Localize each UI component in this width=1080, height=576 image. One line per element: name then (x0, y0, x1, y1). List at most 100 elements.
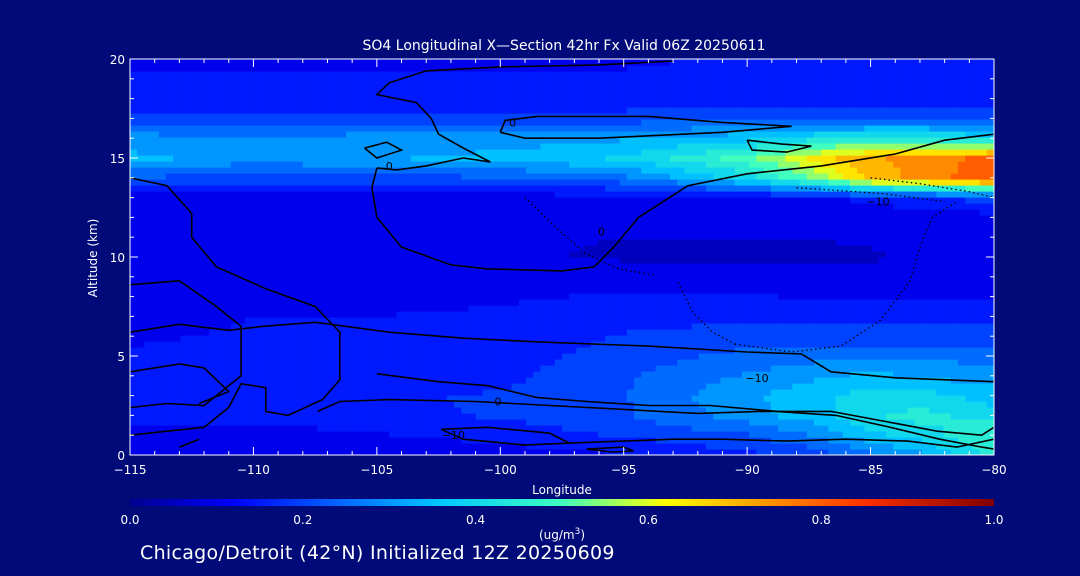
heatmap-cell (180, 413, 189, 420)
heatmap-cell (878, 341, 887, 348)
heatmap-cell (547, 299, 556, 306)
heatmap-cell (367, 317, 376, 324)
heatmap-cell (648, 431, 657, 438)
heatmap-cell (324, 275, 333, 282)
heatmap-cell (245, 365, 253, 372)
heatmap-cell (540, 245, 549, 252)
heatmap-cell (756, 323, 765, 330)
heatmap-cell (612, 401, 621, 408)
heatmap-cell (482, 329, 491, 336)
heatmap-cell (806, 257, 815, 264)
heatmap-cell (821, 401, 829, 408)
heatmap-cell (907, 347, 916, 354)
heatmap-cell (518, 257, 527, 264)
heatmap-cell (734, 305, 743, 312)
heatmap-cell (749, 317, 757, 324)
heatmap-cell (410, 395, 419, 402)
heatmap-cell (482, 443, 491, 450)
heatmap-cell (346, 359, 354, 366)
heatmap-cell (482, 437, 491, 444)
heatmap-cell (439, 431, 448, 438)
heatmap-cell (338, 377, 347, 384)
heatmap-cell (540, 353, 549, 360)
heatmap-cell (482, 359, 491, 366)
heatmap-cell (281, 203, 289, 210)
heatmap-cell (396, 281, 405, 288)
heatmap-cell (756, 281, 765, 288)
heatmap-cell (540, 365, 549, 372)
heatmap-cell (475, 353, 484, 360)
heatmap-cell (828, 353, 837, 360)
heatmap-cell (706, 377, 714, 384)
heatmap-cell (425, 263, 433, 270)
heatmap-cell (828, 263, 837, 270)
heatmap-cell (238, 395, 246, 402)
heatmap-cell (742, 269, 750, 276)
heatmap-cell (583, 251, 592, 258)
heatmap-cell (583, 359, 592, 366)
heatmap-cell (907, 443, 916, 450)
heatmap-cell (166, 299, 174, 306)
heatmap-cell (482, 221, 491, 228)
heatmap-cell (216, 287, 225, 294)
heatmap-cell (914, 317, 923, 324)
heatmap-cell (778, 227, 786, 234)
heatmap-cell (835, 245, 844, 252)
heatmap-cell (900, 245, 909, 252)
heatmap-cell (958, 401, 966, 408)
heatmap-cell (965, 353, 973, 360)
heatmap-cell (655, 215, 664, 222)
heatmap-cell (850, 365, 858, 372)
heatmap-cell (583, 377, 592, 384)
heatmap-cell (266, 257, 275, 264)
heatmap-cell (979, 221, 988, 228)
heatmap-cell (576, 377, 585, 384)
heatmap-cell (302, 383, 311, 390)
heatmap-cell (734, 299, 743, 306)
heatmap-cell (799, 269, 808, 276)
heatmap-cell (151, 389, 160, 396)
heatmap-cell (518, 413, 527, 420)
heatmap-cell (785, 245, 793, 252)
heatmap-cell (864, 389, 873, 396)
heatmap-cell (223, 305, 232, 312)
heatmap-cell (475, 323, 484, 330)
heatmap-cell (158, 275, 167, 282)
heatmap-cell (468, 395, 477, 402)
heatmap-cell (410, 449, 419, 455)
heatmap-cell (684, 305, 693, 312)
heatmap-cell (706, 335, 714, 342)
heatmap-cell (389, 227, 397, 234)
heatmap-cell (698, 431, 707, 438)
heatmap-cell (914, 305, 923, 312)
heatmap-cell (346, 257, 354, 264)
heatmap-cell (590, 413, 599, 420)
heatmap-cell (598, 371, 606, 378)
heatmap-cell (799, 317, 808, 324)
heatmap-cell (482, 305, 491, 312)
heatmap-cell (785, 251, 793, 258)
heatmap-cell (806, 305, 815, 312)
heatmap-cell (907, 227, 916, 234)
heatmap-cell (914, 275, 923, 282)
heatmap-cell (425, 443, 433, 450)
heatmap-cell (756, 275, 765, 282)
heatmap-cell (194, 239, 203, 246)
heatmap-cell (562, 425, 570, 432)
heatmap-cell (166, 407, 174, 414)
heatmap-cell (252, 347, 261, 354)
heatmap-cell (720, 287, 729, 294)
heatmap-cell (547, 407, 556, 414)
heatmap-cell (137, 347, 145, 354)
heatmap-cell (979, 329, 988, 336)
heatmap-cell (281, 227, 289, 234)
heatmap-cell (612, 389, 621, 396)
heatmap-cell (943, 359, 952, 366)
heatmap-cell (317, 359, 325, 366)
heatmap-cell (598, 269, 606, 276)
heatmap-cell (684, 311, 693, 318)
heatmap-cell (403, 221, 412, 228)
heatmap-cell (403, 335, 412, 342)
heatmap-cell (770, 287, 779, 294)
heatmap-cell (310, 419, 318, 426)
